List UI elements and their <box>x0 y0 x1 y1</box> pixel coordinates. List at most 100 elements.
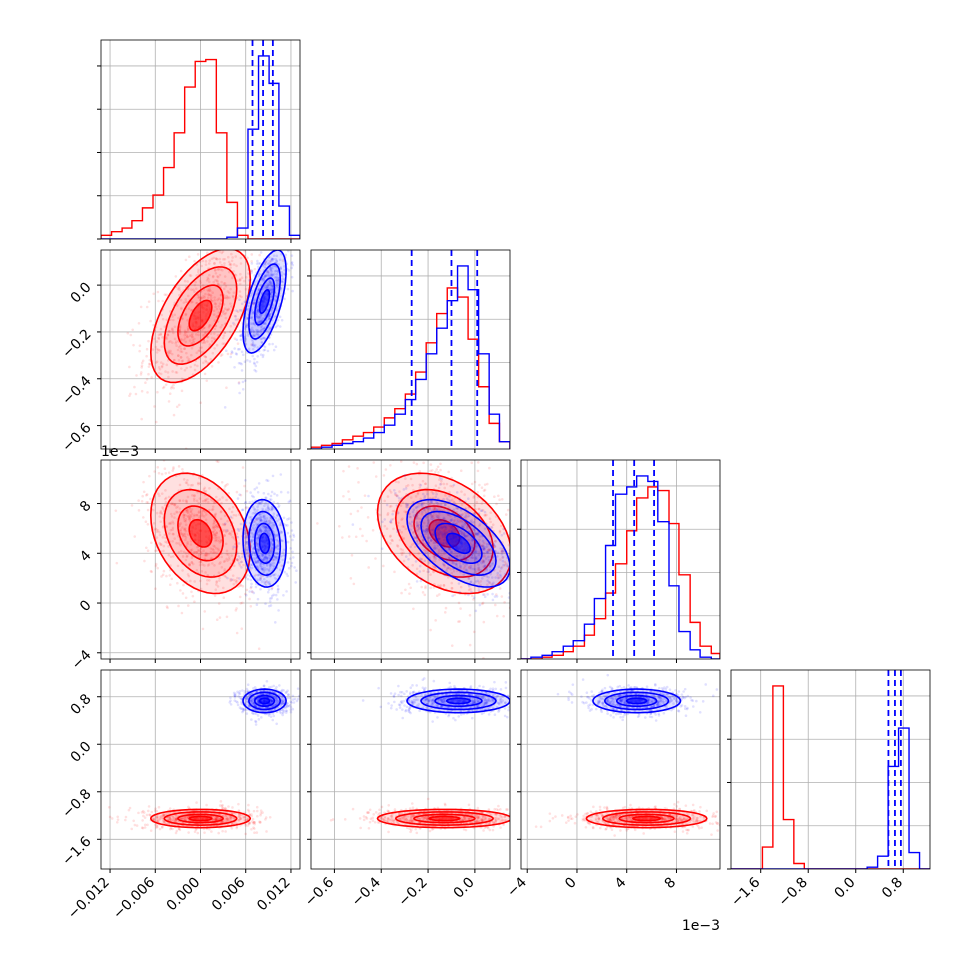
scatter-point-blue <box>258 273 261 276</box>
scatter-point-red <box>152 323 155 327</box>
scatter-point-red <box>188 516 191 520</box>
scatter-point-blue <box>437 528 440 531</box>
scatter-point-blue <box>237 561 241 565</box>
scatter-point-red <box>214 818 218 822</box>
scatter-point-red <box>162 569 166 573</box>
scatter-point-blue <box>481 539 485 543</box>
scatter-point-red <box>178 328 182 332</box>
scatter-point-blue <box>286 524 289 527</box>
scatter-point-blue <box>241 313 244 316</box>
scatter-point-blue <box>414 529 418 533</box>
scatter-point-blue <box>253 323 257 327</box>
scatter-point-blue <box>260 529 263 533</box>
scatter-point-blue <box>460 513 463 517</box>
scatter-point-red <box>171 370 174 373</box>
scatter-point-blue <box>482 545 486 548</box>
scatter-point-red <box>131 328 135 332</box>
scatter-point-red <box>115 821 119 824</box>
scatter-point-red <box>476 469 480 473</box>
scatter-point-red <box>204 571 207 574</box>
scatter-point-red <box>203 354 206 358</box>
scatter-point-blue <box>255 517 259 521</box>
scatter-point-blue <box>430 528 433 532</box>
scatter-point-red <box>444 494 447 497</box>
scatter-point-blue <box>286 574 290 578</box>
scatter-point-red <box>404 588 407 592</box>
scatter-point-red <box>175 814 178 818</box>
scatter-point-red <box>234 274 238 277</box>
scatter-point-red <box>143 823 147 827</box>
scatter-point-blue <box>517 576 520 579</box>
scatter-point-blue <box>269 272 273 276</box>
scatter-point-blue <box>256 533 260 537</box>
scatter-point-red <box>173 512 176 516</box>
scatter-point-blue <box>254 517 257 520</box>
scatter-point-blue <box>256 505 259 509</box>
scatter-point-red <box>209 296 213 300</box>
scatter-point-red <box>184 509 188 513</box>
scatter-point-red <box>196 482 200 486</box>
scatter-point-red <box>506 661 509 664</box>
scatter-point-blue <box>399 499 403 503</box>
scatter-point-blue <box>254 561 258 565</box>
scatter-point-red <box>417 502 420 506</box>
scatter-point-blue <box>471 547 475 550</box>
scatter-point-blue <box>470 590 473 594</box>
scatter-point-red <box>225 552 229 556</box>
scatter-point-blue <box>442 563 446 567</box>
scatter-point-red <box>225 549 229 553</box>
scatter-point-red <box>235 579 239 583</box>
scatter-point-red <box>203 486 207 490</box>
scatter-point-red <box>207 293 211 297</box>
scatter-point-blue <box>251 512 255 515</box>
scatter-point-red <box>223 523 226 526</box>
panel-content <box>101 212 300 449</box>
scatter-point-blue <box>483 510 487 514</box>
scatter-point-blue <box>244 548 247 551</box>
scatter-point-red <box>190 300 193 304</box>
scatter-point-red <box>169 819 173 822</box>
scatter-point-red <box>184 513 187 517</box>
scatter-point-blue <box>516 573 519 576</box>
scatter-point-red <box>185 499 188 503</box>
scatter-point-red <box>383 499 387 503</box>
scatter-point-blue <box>255 312 259 315</box>
scatter-point-red <box>482 657 485 659</box>
scatter-point-blue <box>257 262 261 265</box>
scatter-point-blue <box>243 300 247 304</box>
scatter-point-red <box>450 561 454 565</box>
scatter-point-blue <box>486 593 489 596</box>
scatter-point-blue <box>480 534 484 538</box>
scatter-point-red <box>221 336 225 340</box>
scatter-point-blue <box>418 541 422 544</box>
scatter-point-blue <box>405 505 409 509</box>
scatter-point-blue <box>256 559 260 563</box>
scatter-point-blue <box>257 531 261 534</box>
scatter-point-red <box>462 567 466 570</box>
scatter-point-red <box>238 212 241 215</box>
scatter-point-blue <box>256 354 260 358</box>
scatter-point-red <box>159 511 162 514</box>
scatter-point-blue <box>259 518 263 522</box>
scatter-point-red <box>220 323 224 327</box>
scatter-point-red <box>213 269 217 272</box>
scatter-point-blue <box>265 521 268 524</box>
scatter-point-red <box>416 491 420 495</box>
scatter-point-red <box>190 346 194 350</box>
scatter-point-red <box>458 620 461 623</box>
scatter-point-red <box>467 588 471 592</box>
scatter-point-red <box>495 502 498 506</box>
scatter-point-blue <box>264 285 268 289</box>
scatter-point-red <box>220 280 223 284</box>
scatter-point-red <box>479 579 483 583</box>
scatter-point-red <box>147 339 150 343</box>
scatter-point-blue <box>425 551 428 555</box>
scatter-point-red <box>457 451 460 454</box>
scatter-point-blue <box>464 568 468 572</box>
scatter-point-blue <box>272 500 276 504</box>
scatter-point-blue <box>249 563 253 566</box>
scatter-point-red <box>167 495 171 499</box>
scatter-point-red <box>212 337 216 340</box>
scatter-point-blue <box>266 273 270 277</box>
scatter-point-red <box>172 522 175 525</box>
